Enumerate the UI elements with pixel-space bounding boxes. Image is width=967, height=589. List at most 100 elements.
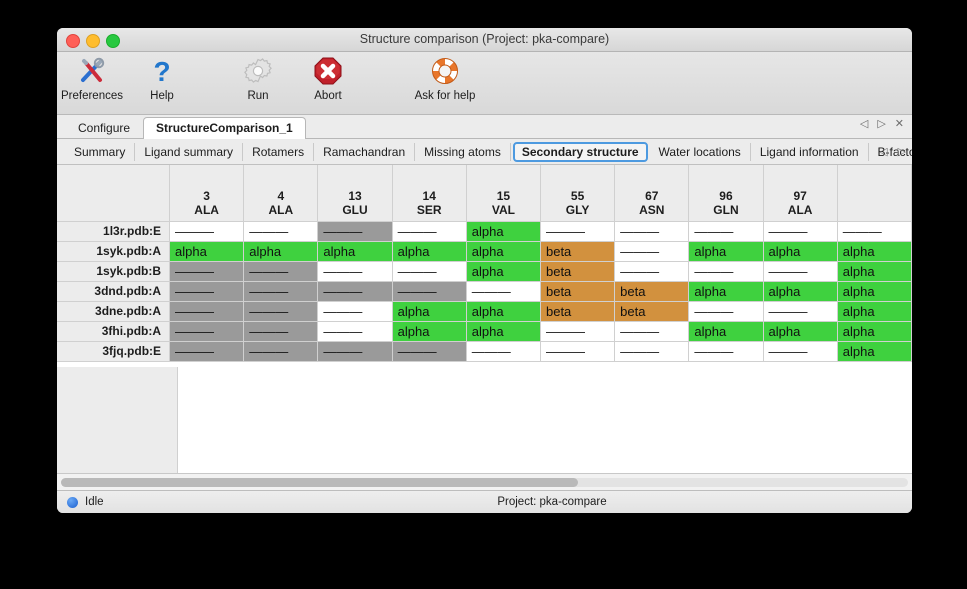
column-header-4[interactable]: 4 ALA <box>243 165 319 222</box>
scrollbar-thumb[interactable] <box>61 477 578 487</box>
tab-structure-comparison-1[interactable]: StructureComparison_1 <box>143 117 306 139</box>
ss-cell[interactable]: beta <box>539 260 616 282</box>
ss-cell[interactable]: alpha <box>836 240 912 262</box>
column-header-96[interactable]: 96 GLN <box>688 165 764 222</box>
ss-cell[interactable]: alpha <box>391 320 467 342</box>
tab-ligand-summary[interactable]: Ligand summary <box>135 142 244 161</box>
tab-water-locations[interactable]: Water locations <box>650 142 751 161</box>
ss-cell[interactable]: beta <box>614 280 690 302</box>
column-header-97[interactable]: 97 ALA <box>762 165 838 222</box>
ss-cell[interactable]: alpha <box>836 300 912 322</box>
ss-cell[interactable]: ——— <box>317 300 393 322</box>
ss-cell[interactable]: ——— <box>243 340 319 362</box>
scrollbar-track[interactable] <box>61 477 908 487</box>
row-header-label[interactable]: 1syk.pdb:A <box>57 240 171 262</box>
ss-cell[interactable]: ——— <box>614 320 690 342</box>
table-row[interactable]: 1l3r.pdb:E ——— ——— ——— ——— alpha ——— ——— ——— ——— —… <box>57 220 912 242</box>
table-row[interactable]: 1syk.pdb:A alpha alpha alpha alpha alpha beta —… <box>57 240 912 262</box>
ss-cell[interactable]: ——— <box>836 220 912 242</box>
abort-button[interactable]: Abort <box>293 54 363 102</box>
ss-cell[interactable]: ——— <box>465 280 541 302</box>
ss-cell[interactable]: ——— <box>317 280 393 302</box>
ss-cell[interactable]: ——— <box>391 260 467 282</box>
ss-cell[interactable]: alpha <box>465 320 541 342</box>
tab-prev-arrow-icon[interactable]: ◁ <box>859 118 869 130</box>
minimize-window-button[interactable] <box>86 34 100 48</box>
tab-configure[interactable]: Configure <box>78 121 131 135</box>
ss-cell[interactable]: ——— <box>762 340 838 362</box>
ss-cell[interactable]: ——— <box>614 340 690 362</box>
ss-cell[interactable]: alpha <box>688 320 764 342</box>
ss-cell[interactable]: ——— <box>317 340 393 362</box>
ss-cell[interactable]: beta <box>539 300 616 322</box>
close-window-button[interactable] <box>66 34 80 48</box>
ss-cell[interactable]: ——— <box>688 300 764 322</box>
ss-cell[interactable]: alpha <box>762 240 838 262</box>
column-header-55[interactable]: 55 GLY <box>539 165 616 222</box>
tab-secondary-structure[interactable]: Secondary structure <box>512 141 648 162</box>
ss-cell[interactable]: ——— <box>391 220 467 242</box>
tab-close-icon[interactable]: ✕ <box>894 118 904 130</box>
ss-cell[interactable]: alpha <box>836 260 912 282</box>
ss-cell[interactable]: ——— <box>243 300 319 322</box>
ss-cell[interactable]: ——— <box>539 220 616 242</box>
column-header-67[interactable]: 67 ASN <box>614 165 690 222</box>
ss-cell[interactable]: ——— <box>317 260 393 282</box>
column-header-15[interactable]: 15 VAL <box>465 165 541 222</box>
ss-cell[interactable]: ——— <box>169 260 245 282</box>
ss-cell[interactable]: alpha <box>688 240 764 262</box>
subtab-next-arrow-icon[interactable]: ▷ <box>897 146 906 158</box>
ss-cell[interactable]: ——— <box>762 220 838 242</box>
row-header-label[interactable]: 3dne.pdb:A <box>57 300 171 322</box>
column-header-partial[interactable] <box>836 165 912 222</box>
ss-cell[interactable]: ——— <box>614 240 690 262</box>
ss-cell[interactable]: beta <box>614 300 690 322</box>
ss-cell[interactable]: alpha <box>688 280 764 302</box>
ss-cell[interactable]: beta <box>539 280 616 302</box>
ss-cell[interactable]: alpha <box>391 300 467 322</box>
ss-cell[interactable]: ——— <box>762 260 838 282</box>
ss-cell[interactable]: ——— <box>169 280 245 302</box>
ss-cell[interactable]: ——— <box>688 340 764 362</box>
tab-b-factors[interactable]: B-factors <box>869 143 912 161</box>
ss-cell[interactable]: alpha <box>243 240 319 262</box>
ss-cell[interactable]: ——— <box>614 220 690 242</box>
column-header-3[interactable]: 3 ALA <box>169 165 245 222</box>
ss-cell[interactable]: alpha <box>762 280 838 302</box>
table-row[interactable]: 3dnd.pdb:A ——— ——— ——— ——— ——— beta beta alpha al… <box>57 280 912 302</box>
tab-rotamers[interactable]: Rotamers <box>243 142 315 161</box>
ss-cell[interactable]: ——— <box>688 260 764 282</box>
column-header-13[interactable]: 13 GLU <box>317 165 393 222</box>
ss-cell[interactable]: alpha <box>836 280 912 302</box>
row-header-label[interactable]: 3fhi.pdb:A <box>57 320 171 342</box>
tab-ramachandran[interactable]: Ramachandran <box>314 142 416 161</box>
ss-cell[interactable]: ——— <box>465 340 541 362</box>
ss-cell[interactable]: ——— <box>391 340 467 362</box>
run-button[interactable]: Run <box>223 54 293 102</box>
ss-cell[interactable]: ——— <box>243 320 319 342</box>
ss-cell[interactable]: ——— <box>169 320 245 342</box>
column-header-14[interactable]: 14 SER <box>391 165 467 222</box>
ss-cell[interactable]: alpha <box>391 240 467 262</box>
tab-summary[interactable]: Summary <box>65 142 136 161</box>
row-header-label[interactable]: 3dnd.pdb:A <box>57 280 171 302</box>
ss-cell[interactable]: ——— <box>243 220 319 242</box>
ss-cell[interactable]: alpha <box>762 320 838 342</box>
ss-cell[interactable]: ——— <box>243 260 319 282</box>
ss-cell[interactable]: ——— <box>539 340 616 362</box>
tab-next-arrow-icon[interactable]: ▷ <box>877 118 886 130</box>
ss-cell[interactable]: ——— <box>391 280 467 302</box>
ss-cell[interactable]: ——— <box>169 300 245 322</box>
ss-cell[interactable]: ——— <box>539 320 616 342</box>
table-row[interactable]: 1syk.pdb:B ——— ——— ——— ——— alpha beta ——— ——— ———… <box>57 260 912 282</box>
table-row[interactable]: 3fjq.pdb:E ——— ——— ——— ——— ——— ——— ——— ——— ——— alp… <box>57 340 912 362</box>
maximize-window-button[interactable] <box>106 34 120 48</box>
row-header-label[interactable]: 1l3r.pdb:E <box>57 220 171 242</box>
row-header-label[interactable]: 3fjq.pdb:E <box>57 340 171 362</box>
ss-cell[interactable]: beta <box>539 240 616 262</box>
tab-missing-atoms[interactable]: Missing atoms <box>415 142 511 161</box>
table-row[interactable]: 3dne.pdb:A ——— ——— ——— alpha alpha beta beta ———… <box>57 300 912 322</box>
ss-cell[interactable]: ——— <box>762 300 838 322</box>
ss-cell[interactable]: ——— <box>243 280 319 302</box>
row-header-label[interactable]: 1syk.pdb:B <box>57 260 171 282</box>
